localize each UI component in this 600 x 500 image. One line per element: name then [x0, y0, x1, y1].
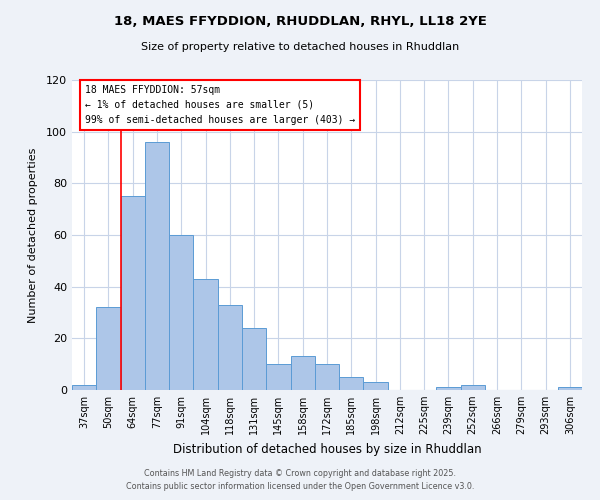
Text: Size of property relative to detached houses in Rhuddlan: Size of property relative to detached ho… — [141, 42, 459, 52]
Bar — [436, 388, 461, 390]
Bar — [218, 304, 242, 390]
Text: 18, MAES FFYDDION, RHUDDLAN, RHYL, LL18 2YE: 18, MAES FFYDDION, RHUDDLAN, RHYL, LL18 … — [113, 15, 487, 28]
Text: Contains HM Land Registry data © Crown copyright and database right 2025.: Contains HM Land Registry data © Crown c… — [144, 468, 456, 477]
Bar — [290, 356, 315, 390]
Bar — [72, 385, 96, 390]
Text: Contains public sector information licensed under the Open Government Licence v3: Contains public sector information licen… — [126, 482, 474, 491]
Bar — [121, 196, 145, 390]
Y-axis label: Number of detached properties: Number of detached properties — [28, 148, 38, 322]
Bar — [339, 377, 364, 390]
Bar — [315, 364, 339, 390]
Bar — [96, 308, 121, 390]
Bar — [558, 388, 582, 390]
Bar — [266, 364, 290, 390]
Bar — [242, 328, 266, 390]
Bar — [461, 385, 485, 390]
Bar — [193, 279, 218, 390]
Bar — [145, 142, 169, 390]
X-axis label: Distribution of detached houses by size in Rhuddlan: Distribution of detached houses by size … — [173, 442, 481, 456]
Bar — [364, 382, 388, 390]
Bar — [169, 235, 193, 390]
Text: 18 MAES FFYDDION: 57sqm
← 1% of detached houses are smaller (5)
99% of semi-deta: 18 MAES FFYDDION: 57sqm ← 1% of detached… — [85, 85, 356, 125]
